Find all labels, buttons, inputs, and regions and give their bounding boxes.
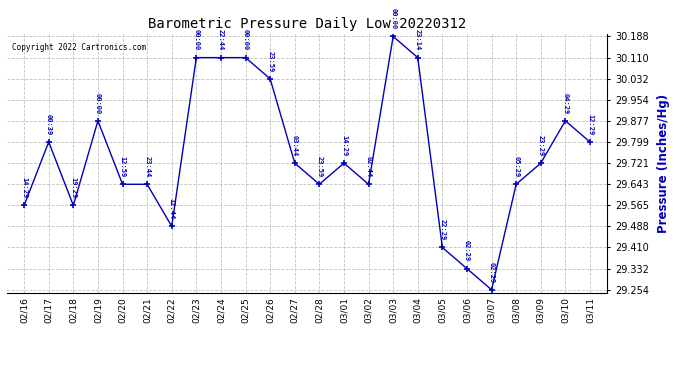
Text: 23:14: 23:14: [415, 29, 421, 51]
Text: 02:29: 02:29: [489, 262, 495, 283]
Text: 22:44: 22:44: [218, 29, 224, 51]
Text: 23:59: 23:59: [267, 51, 273, 72]
Text: 23:59: 23:59: [316, 156, 322, 177]
Text: 12:44: 12:44: [169, 198, 175, 219]
Y-axis label: Pressure (Inches/Hg): Pressure (Inches/Hg): [657, 94, 670, 232]
Text: 23:44: 23:44: [144, 156, 150, 177]
Text: 05:29: 05:29: [513, 156, 519, 177]
Text: 23:29: 23:29: [538, 135, 544, 156]
Text: 19:29: 19:29: [70, 177, 77, 198]
Text: 00:00: 00:00: [390, 8, 396, 30]
Text: 02:29: 02:29: [464, 240, 470, 262]
Text: 14:29: 14:29: [341, 135, 347, 156]
Title: Barometric Pressure Daily Low 20220312: Barometric Pressure Daily Low 20220312: [148, 17, 466, 31]
Text: 00:00: 00:00: [95, 93, 101, 114]
Text: 12:29: 12:29: [587, 114, 593, 135]
Text: 00:39: 00:39: [46, 114, 52, 135]
Text: 00:00: 00:00: [193, 29, 199, 51]
Text: 14:29: 14:29: [21, 177, 27, 198]
Text: 12:59: 12:59: [119, 156, 126, 177]
Text: Copyright 2022 Cartronics.com: Copyright 2022 Cartronics.com: [12, 43, 146, 52]
Text: 03:44: 03:44: [292, 135, 298, 156]
Text: 22:29: 22:29: [440, 219, 445, 240]
Text: 00:00: 00:00: [243, 29, 248, 51]
Text: 04:29: 04:29: [562, 93, 569, 114]
Text: 02:44: 02:44: [366, 156, 371, 177]
